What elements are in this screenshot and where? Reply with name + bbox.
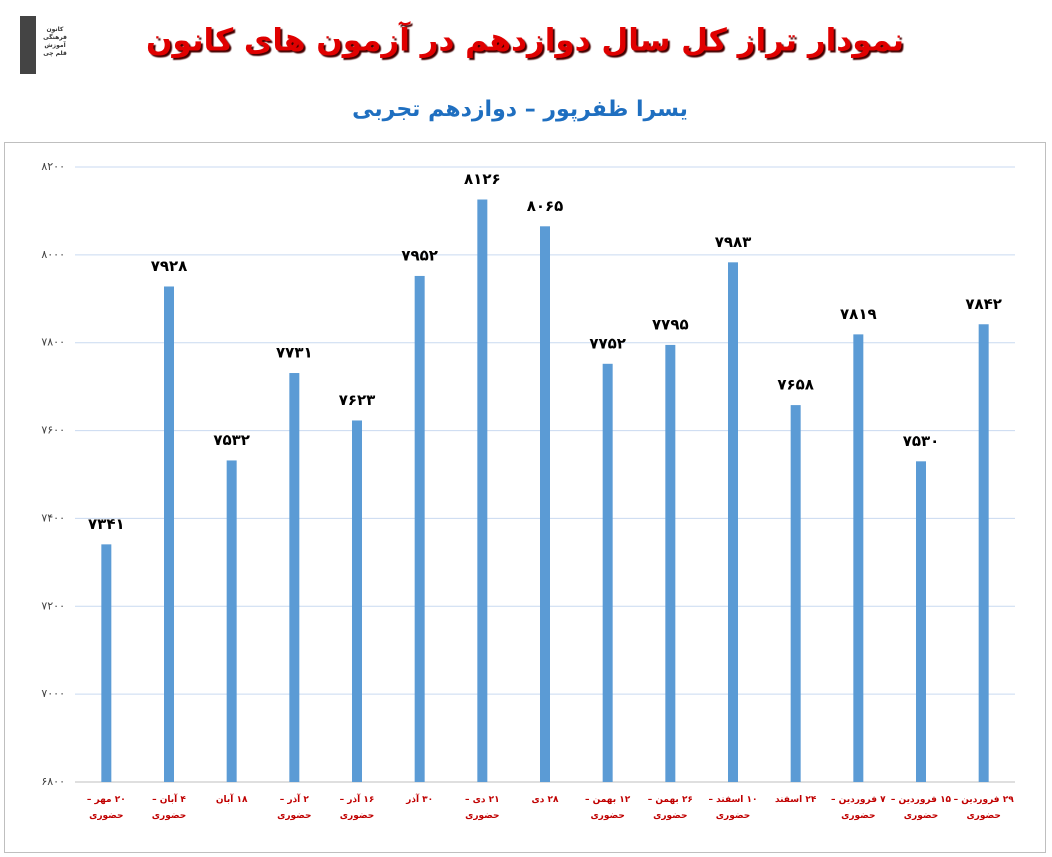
bar [916, 461, 926, 782]
bar [226, 460, 237, 782]
x-tick-label: ۳۰ آذر [406, 795, 434, 805]
data-label: ۷۹۸۳ [715, 233, 752, 251]
logo-text: کانون [46, 26, 64, 33]
bar [414, 275, 425, 782]
x-tick-label: ۱۸ آبان [215, 795, 248, 805]
bar [101, 544, 112, 782]
x-tick-label: ۲۹ فروردین – حضوری [953, 795, 1014, 821]
x-tick-label: ۱۲ بهمن – حضوری [585, 795, 631, 821]
x-tick-label: ۱۰ اسفند – حضوری [708, 795, 758, 821]
logo-text: قلم چی [43, 50, 67, 57]
x-tick-label: ۱۵ فروردین – حضوری [890, 795, 952, 821]
data-label: ۷۸۱۹ [840, 305, 877, 323]
bar [790, 405, 801, 782]
data-label: ۷۹۵۲ [401, 246, 438, 264]
bar [665, 344, 676, 782]
bar [540, 226, 550, 782]
y-tick-label: ۷۲۰۰ [41, 599, 65, 612]
bar [728, 262, 738, 782]
chart-frame [4, 142, 1046, 853]
data-label: ۷۵۳۲ [213, 431, 250, 449]
y-tick-label: ۶۸۰۰ [41, 775, 65, 788]
data-label: ۷۶۲۳ [339, 391, 376, 409]
chart-title: نمودار تراز کل سال دوازدهم در آزمون های … [146, 21, 904, 59]
logo-text: فرهنگی [43, 34, 67, 41]
data-label: ۷۸۴۲ [965, 295, 1002, 313]
y-tick-label: ۷۸۰۰ [41, 336, 65, 349]
data-label: ۷۷۳۱ [276, 344, 313, 362]
x-tick-label: ۲۶ بهمن – حضوری [647, 795, 693, 821]
data-label: ۷۹۲۸ [151, 257, 188, 275]
logo-figure [20, 16, 36, 74]
logo: کانون فرهنگی آموزش قلم چی [38, 26, 72, 58]
x-tick-label: ۲۰ مهر – حضوری [86, 795, 126, 821]
bar [477, 199, 488, 782]
chart-subtitle: یسرا ظفرپور – دوازدهم تجربی [352, 97, 688, 122]
logo-text: آموزش [44, 42, 66, 49]
y-tick-label: ۷۶۰۰ [41, 424, 65, 437]
data-label: ۷۷۵۲ [589, 334, 626, 352]
data-label: ۷۷۹۵ [652, 315, 689, 333]
bar [352, 420, 362, 782]
x-tick-label: ۱۶ آذر – حضوری [339, 795, 375, 821]
x-tick-label: ۲۸ دی [531, 795, 559, 805]
bar [289, 373, 300, 782]
y-tick-label: ۷۴۰۰ [41, 511, 65, 524]
bar [602, 363, 613, 782]
bar [978, 324, 989, 782]
data-label: ۷۵۳۰ [903, 432, 940, 450]
data-label: ۸۱۲۶ [464, 170, 501, 188]
bar [853, 334, 864, 782]
data-label: ۸۰۶۵ [527, 197, 564, 215]
x-tick-label: ۲ آذر – حضوری [277, 795, 312, 821]
y-tick-label: ۷۰۰۰ [41, 687, 65, 700]
x-tick-label: ۲۱ دی – حضوری [465, 795, 500, 821]
data-label: ۷۶۵۸ [777, 376, 814, 394]
y-tick-label: ۸۰۰۰ [41, 248, 65, 261]
bar [164, 286, 174, 782]
x-tick-label: ۴ آبان – حضوری [151, 795, 187, 821]
data-label: ۷۳۴۱ [88, 515, 125, 533]
x-tick-label: ۲۴ اسفند [774, 795, 817, 805]
x-tick-label: ۷ فروردین – حضوری [831, 795, 886, 821]
y-tick-label: ۸۲۰۰ [41, 160, 65, 173]
